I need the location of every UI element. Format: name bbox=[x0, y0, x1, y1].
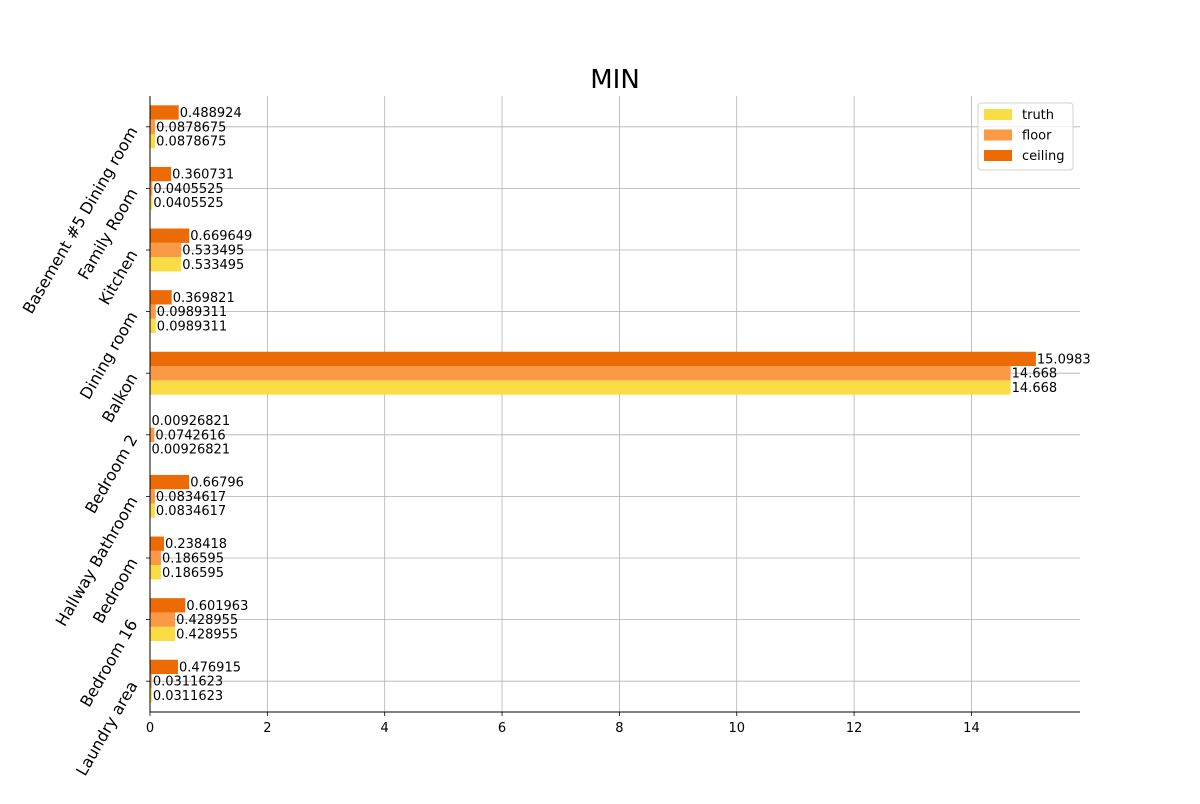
data-label-floor: 0.428955 bbox=[176, 613, 238, 628]
bar-floor bbox=[150, 119, 156, 134]
data-label-ceiling: 0.488924 bbox=[180, 106, 242, 121]
bar-truth bbox=[150, 565, 161, 580]
bars-layer bbox=[150, 105, 1036, 703]
bar-ceiling bbox=[150, 659, 178, 675]
value-labels-layer: 0.08786750.08786750.4889240.04055250.040… bbox=[152, 106, 1091, 704]
bar-floor bbox=[150, 612, 176, 627]
legend-swatch-ceiling bbox=[984, 150, 1012, 161]
data-label-truth: 0.186595 bbox=[162, 566, 224, 581]
bar-truth bbox=[150, 257, 182, 272]
bar-ceiling bbox=[150, 598, 186, 613]
axes-layer bbox=[149, 96, 1080, 713]
data-label-ceiling: 0.66796 bbox=[190, 476, 244, 491]
data-label-floor: 0.186595 bbox=[162, 552, 224, 567]
data-label-floor: 0.0878675 bbox=[156, 120, 226, 135]
legend-swatch-truth bbox=[984, 109, 1012, 120]
data-label-truth: 0.428955 bbox=[176, 627, 238, 642]
x-tick-label: 12 bbox=[846, 721, 863, 736]
bar-floor bbox=[150, 550, 161, 566]
bar-ceiling bbox=[150, 228, 190, 243]
data-label-ceiling: 0.360731 bbox=[172, 168, 234, 183]
legend-label-ceiling: ceiling bbox=[1022, 149, 1064, 164]
data-label-floor: 0.0742616 bbox=[155, 428, 225, 443]
data-label-floor: 14.668 bbox=[1012, 367, 1057, 382]
bar-ceiling bbox=[150, 166, 172, 182]
legend-label-truth: truth bbox=[1022, 108, 1054, 123]
bar-floor bbox=[150, 304, 156, 319]
data-label-ceiling: 0.669649 bbox=[190, 229, 252, 244]
bar-truth bbox=[150, 626, 176, 642]
bar-ceiling bbox=[150, 290, 172, 305]
data-label-floor: 0.0989311 bbox=[157, 305, 227, 320]
data-label-truth: 14.668 bbox=[1012, 381, 1057, 396]
legend-swatch-floor bbox=[984, 129, 1012, 141]
x-tick-label: 0 bbox=[146, 721, 154, 736]
x-tick-label: 6 bbox=[498, 721, 506, 736]
bar-ceiling bbox=[150, 474, 190, 490]
data-label-truth: 0.0878675 bbox=[156, 135, 226, 150]
bar-truth bbox=[150, 380, 1011, 395]
chart-title: MIN bbox=[590, 65, 640, 95]
bar-ceiling bbox=[150, 105, 179, 120]
bar-floor bbox=[150, 181, 153, 196]
bar-ceiling bbox=[150, 351, 1036, 367]
x-tick-label: 4 bbox=[381, 721, 389, 736]
data-label-floor: 0.533495 bbox=[182, 244, 244, 259]
bar-floor bbox=[150, 242, 182, 258]
grid-layer bbox=[149, 96, 1080, 712]
bar-ceiling bbox=[150, 536, 164, 551]
data-label-ceiling: 15.0983 bbox=[1037, 352, 1091, 367]
bar-truth bbox=[150, 133, 156, 149]
data-label-floor: 0.0405525 bbox=[153, 182, 223, 197]
data-label-ceiling: 0.476915 bbox=[179, 660, 241, 675]
x-tick-label: 2 bbox=[263, 721, 271, 736]
legend-label-floor: floor bbox=[1022, 129, 1052, 144]
data-label-truth: 0.533495 bbox=[182, 258, 244, 273]
x-tick-label: 8 bbox=[615, 721, 623, 736]
data-label-ceiling: 0.601963 bbox=[186, 599, 248, 614]
x-tick-label: 10 bbox=[728, 721, 745, 736]
data-label-floor: 0.0311623 bbox=[153, 675, 223, 690]
data-label-truth: 0.0405525 bbox=[153, 196, 223, 211]
data-label-truth: 0.0989311 bbox=[157, 319, 227, 334]
data-label-truth: 0.00926821 bbox=[152, 443, 231, 458]
data-label-ceiling: 0.00926821 bbox=[152, 414, 231, 429]
data-label-ceiling: 0.238418 bbox=[165, 537, 227, 552]
data-label-truth: 0.0834617 bbox=[156, 504, 226, 519]
bar-truth bbox=[150, 503, 155, 518]
bar-truth bbox=[150, 318, 156, 334]
data-label-ceiling: 0.369821 bbox=[173, 291, 235, 306]
bar-floor bbox=[150, 489, 155, 504]
x-tick-label: 14 bbox=[963, 721, 980, 736]
data-label-truth: 0.0311623 bbox=[153, 689, 223, 704]
bar-floor bbox=[150, 674, 152, 689]
legend: truth floor ceiling bbox=[977, 102, 1074, 171]
data-label-floor: 0.0834617 bbox=[156, 490, 226, 505]
bar-truth bbox=[150, 195, 153, 210]
bar-floor bbox=[150, 366, 1011, 381]
bar-floor bbox=[150, 427, 155, 442]
bar-truth bbox=[150, 688, 152, 703]
